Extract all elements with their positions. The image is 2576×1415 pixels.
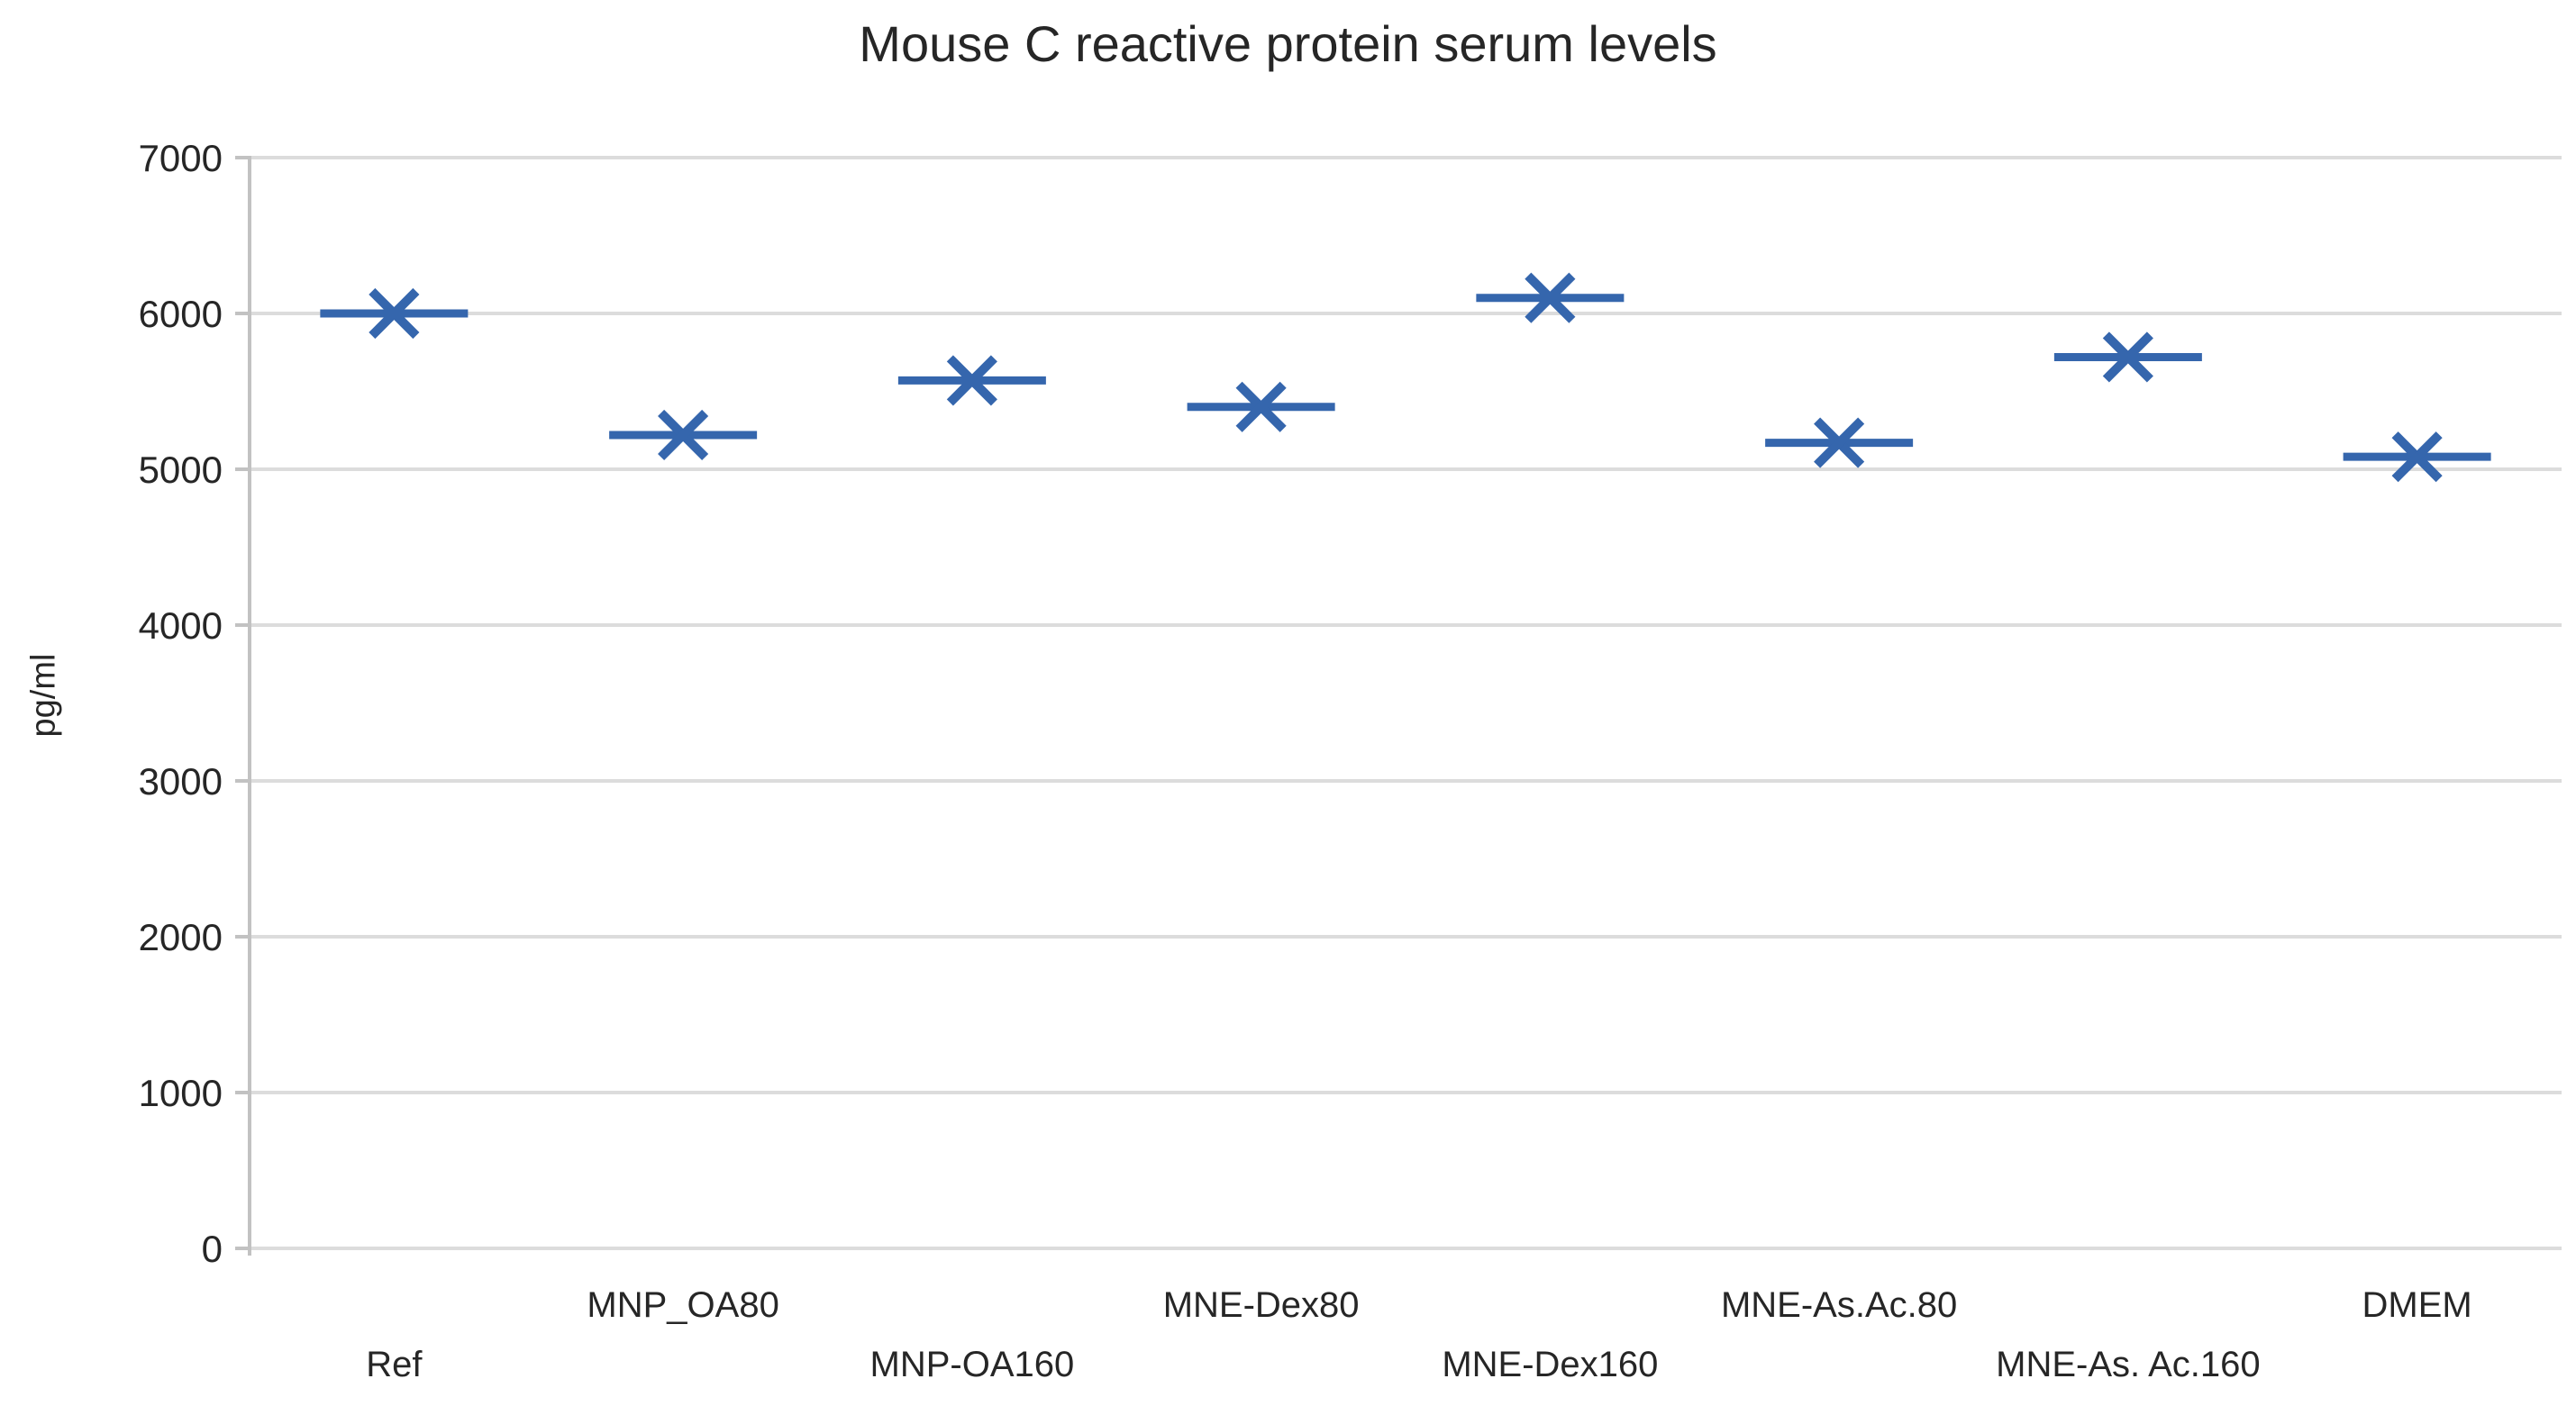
- x-category-label: Ref: [366, 1345, 423, 1384]
- data-point: [2053, 331, 2202, 383]
- data-point: [1476, 272, 1625, 323]
- y-tick-label: 0: [202, 1228, 223, 1270]
- data-point: [609, 409, 758, 461]
- y-tick-label: 7000: [139, 137, 223, 179]
- y-tick-label: 1000: [139, 1072, 223, 1114]
- data-point-x-stroke: [2391, 431, 2443, 483]
- data-point-x-stroke: [2102, 331, 2153, 383]
- data-point-x-stroke: [1814, 417, 1865, 468]
- chart-title: Mouse C reactive protein serum levels: [859, 15, 1717, 72]
- data-point: [1187, 381, 1335, 432]
- data-point-x-stroke: [946, 355, 997, 406]
- x-category-label: DMEM: [2362, 1285, 2472, 1325]
- y-tick-label: 5000: [139, 449, 223, 491]
- y-tick-label: 4000: [139, 604, 223, 647]
- x-category-label: MNE-As. Ac.160: [1996, 1345, 2260, 1384]
- data-point-x-stroke: [1235, 381, 1287, 432]
- y-tick-label: 3000: [139, 760, 223, 803]
- data-point: [320, 287, 469, 340]
- data-point-x-stroke: [658, 409, 709, 461]
- y-tick-label: 2000: [139, 916, 223, 958]
- data-point-x-stroke: [369, 287, 420, 340]
- x-category-label: MNP_OA80: [587, 1285, 778, 1325]
- x-category-label: MNE-Dex160: [1442, 1345, 1658, 1384]
- data-point-x-stroke: [1525, 272, 1576, 323]
- x-category-label: MNE-Dex80: [1163, 1285, 1360, 1325]
- x-category-label: MNE-As.Ac.80: [1721, 1285, 1957, 1325]
- data-point: [897, 355, 1046, 406]
- y-tick-label: 6000: [139, 293, 223, 335]
- data-point: [2343, 431, 2491, 483]
- data-point: [1765, 417, 1914, 468]
- x-category-label: MNP-OA160: [870, 1345, 1075, 1384]
